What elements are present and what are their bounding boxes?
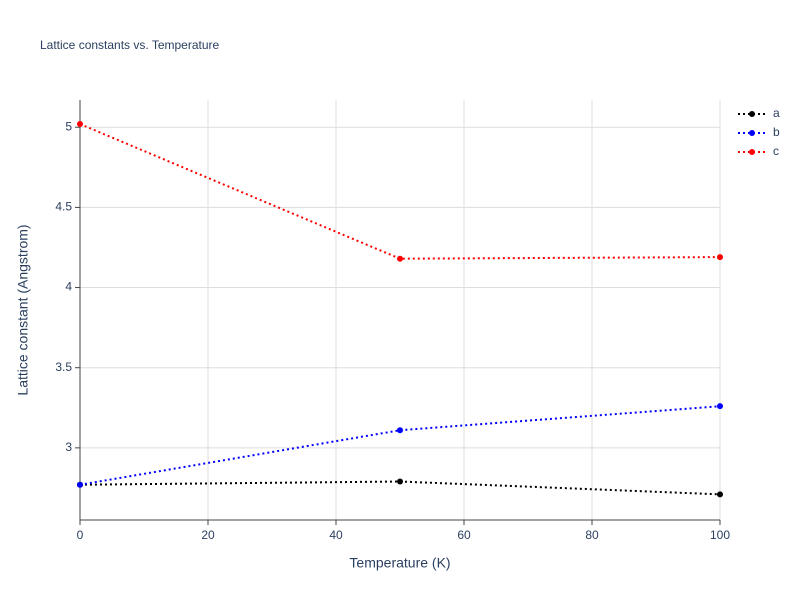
y-tick-label: 3.5 (55, 360, 72, 374)
data-point (397, 478, 403, 485)
y-tick-label: 3 (65, 440, 72, 454)
data-point (77, 481, 83, 488)
chart-title: Lattice constants vs. Temperature (40, 38, 220, 52)
y-axis-title: Lattice constant (Angstrom) (15, 224, 31, 395)
legend-marker (749, 111, 755, 117)
data-point (77, 121, 83, 128)
data-point (717, 403, 723, 410)
y-tick-label: 4 (65, 280, 72, 294)
data-point (397, 427, 403, 434)
y-tick-label: 5 (65, 119, 72, 133)
series-line (79, 405, 721, 486)
legend-label: b (773, 125, 780, 139)
x-axis-title: Temperature (K) (349, 555, 450, 571)
series-line (79, 123, 721, 260)
legend-marker (749, 149, 755, 155)
legend-marker (749, 130, 755, 136)
data-point (717, 254, 723, 261)
x-tick-label: 100 (710, 528, 730, 542)
x-tick-label: 0 (77, 528, 84, 542)
data-point (717, 491, 723, 498)
x-tick-label: 40 (329, 528, 343, 542)
legend-label: c (773, 144, 779, 158)
x-tick-label: 20 (201, 528, 215, 542)
legend-label: a (773, 106, 780, 120)
data-point (397, 255, 403, 262)
y-tick-label: 4.5 (55, 200, 72, 214)
x-tick-label: 80 (585, 528, 599, 542)
x-tick-label: 60 (457, 528, 471, 542)
